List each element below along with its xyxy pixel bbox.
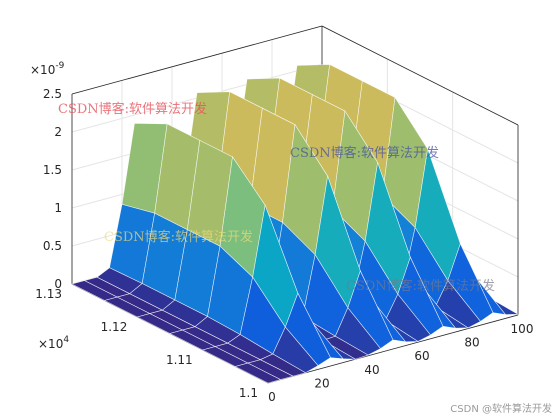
y-multiplier-exponent: 4 [63,335,69,345]
x-tick-label: 100 [511,322,534,336]
x-tick-label: 40 [364,363,379,377]
z-tick-label: 1 [54,201,62,215]
z-tick-label: 0.5 [43,239,62,253]
y-multiplier: ×104 [38,335,69,351]
surface-patch [234,362,282,384]
watermark: CSDN博客:软件算法开发 [346,278,495,294]
watermark: CSDN博客:软件算法开发 [104,229,253,245]
axis-edge [267,314,519,384]
watermark: CSDN博客:软件算法开发 [290,145,439,161]
z-tick-label: 0 [54,277,62,291]
axis-edge [71,25,323,95]
y-multiplier-base: ×10 [38,337,63,351]
z-tick-label: 1.5 [43,163,62,177]
y-tick-label: 1.13 [35,287,62,301]
y-tick-label: 1.12 [101,320,128,334]
x-tick-label: 20 [314,376,329,390]
watermark: CSDN博客:软件算法开发 [58,101,207,117]
z-multiplier-base: ×10 [30,63,55,77]
z-tick-label: 2.5 [43,87,62,101]
axis-edge [321,25,519,126]
x-tick-label: 80 [464,336,479,350]
footer: CSDN @软件算法开发 [450,402,552,415]
y-tick-label: 1.11 [166,353,193,367]
z-multiplier: ×10-9 [30,61,65,77]
z-multiplier-exponent: -9 [55,61,64,71]
x-tick-label: 60 [414,349,429,363]
y-tick-label: 1.1 [239,386,258,400]
z-tick-label: 2 [54,125,62,139]
x-tick-label: 0 [268,390,276,404]
